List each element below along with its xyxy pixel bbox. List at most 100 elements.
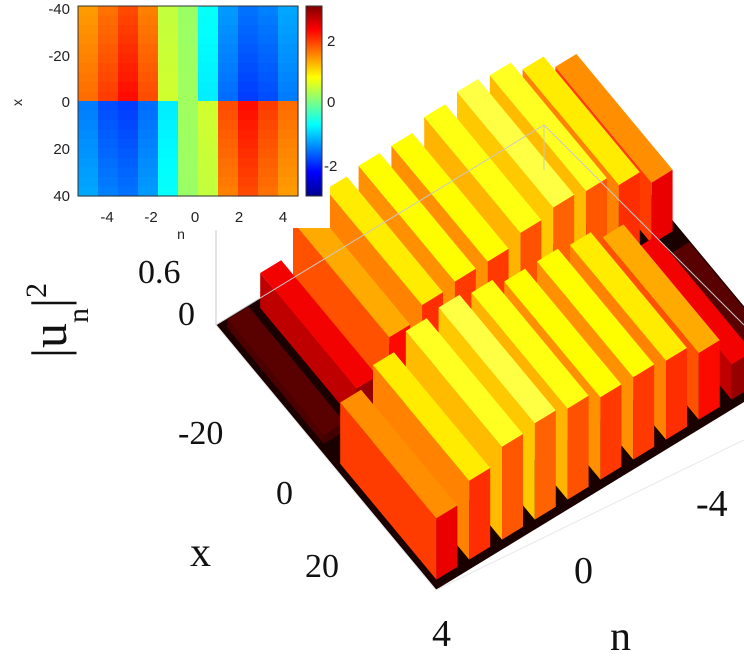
ridge-side: [260, 273, 357, 424]
surface-box: [215, 124, 744, 591]
x-tick-label: -4: [696, 483, 728, 525]
heatmap-cell: [238, 91, 259, 102]
inset-x-tick: -2: [144, 209, 157, 226]
inset-x-tick: 2: [235, 209, 243, 226]
heatmap-cell: [138, 158, 159, 169]
heatmap-cell: [198, 6, 219, 17]
heatmap-cell: [78, 158, 99, 169]
heatmap-cell: [178, 6, 199, 17]
heatmap-cell: [178, 148, 199, 159]
heatmap-cell: [278, 186, 299, 197]
heatmap-cell: [218, 177, 239, 188]
heatmap-cell: [238, 6, 259, 17]
heatmap-cell: [138, 63, 159, 74]
heatmap-cell: [278, 72, 299, 83]
heatmap-cell: [138, 186, 159, 197]
ridge-top: [325, 176, 443, 306]
heatmap-cell: [178, 91, 199, 102]
heatmap-cell: [78, 53, 99, 64]
heatmap-cell: [98, 129, 119, 140]
heatmap-cell: [178, 53, 199, 64]
heatmap-cell: [78, 72, 99, 83]
heatmap-cell: [118, 34, 139, 45]
inset-y-tick: -20: [48, 48, 70, 65]
heatmap-cell: [218, 186, 239, 197]
heatmap-cell: [118, 63, 139, 74]
heatmap-cell: [158, 82, 179, 93]
heatmap-cell: [198, 53, 219, 64]
ridge-top: [373, 352, 491, 481]
x-tick-label: 4: [432, 613, 451, 655]
surface-plot: 0.6 0 |un|2 -20 0 20 x 4 0 -4 n: [20, 54, 744, 659]
heatmap-cell: [258, 186, 279, 197]
heatmap-cell: [258, 120, 279, 131]
heatmap-cell: [178, 139, 199, 150]
heatmap-cell: [218, 139, 239, 150]
heatmap-cell: [238, 53, 259, 64]
heatmap-cell: [198, 44, 219, 55]
heatmap-cell: [218, 6, 239, 17]
heatmap-cell: [78, 167, 99, 178]
heatmap-cell: [198, 129, 219, 140]
heatmap-cell: [218, 101, 239, 112]
ridge-side: [227, 319, 324, 444]
heatmap-cell: [218, 53, 239, 64]
heatmap-cell: [178, 63, 199, 74]
ridge-top: [424, 104, 542, 233]
heatmap-cell: [118, 120, 139, 131]
ridge-top: [293, 208, 411, 338]
heatmap-cell: [238, 148, 259, 159]
ridge-top: [227, 306, 345, 436]
colorbar-tick: 0: [327, 94, 335, 111]
heatmap-cell: [118, 139, 139, 150]
heatmap-cell: [278, 6, 299, 17]
heatmap-cell: [278, 63, 299, 74]
heatmap-cell: [98, 63, 119, 74]
heatmap-cell: [158, 44, 179, 55]
heatmap-cell: [138, 34, 159, 45]
inset-x-tick: -4: [100, 209, 113, 226]
z-tick-label: 0.6: [138, 254, 181, 291]
heatmap-cell: [218, 129, 239, 140]
heatmap-cell: [198, 148, 219, 159]
heatmap-cell: [158, 25, 179, 36]
heatmap-cell: [138, 167, 159, 178]
heatmap-cell: [258, 53, 279, 64]
heatmap-cell: [98, 53, 119, 64]
inset-y-tick: 0: [62, 94, 70, 111]
heatmap-cell: [178, 101, 199, 112]
heatmap-cell: [118, 186, 139, 197]
heatmap-cell: [158, 177, 179, 188]
ridge-side: [293, 221, 390, 404]
inset-x-axis-label: n: [177, 226, 185, 242]
x-axis-label: n: [610, 614, 631, 659]
ridge-top: [635, 235, 744, 365]
heatmap-cell: [118, 44, 139, 55]
heatmap-cell: [178, 34, 199, 45]
heatmap-cell: [138, 120, 159, 131]
heatmap-cell: [158, 139, 179, 150]
heatmap-cell: [138, 72, 159, 83]
heatmap-cell: [278, 15, 299, 26]
heatmap-cell: [98, 15, 119, 26]
heatmap-cell: [138, 82, 159, 93]
heatmap-cell: [78, 34, 99, 45]
heatmap-cell: [178, 129, 199, 140]
heatmap-cell: [198, 167, 219, 178]
heatmap-cell: [258, 72, 279, 83]
heatmap-cell: [198, 63, 219, 74]
ridge-top: [438, 294, 556, 424]
heatmap-cell: [118, 177, 139, 188]
heatmap-cell: [238, 25, 259, 36]
heatmap-cell: [138, 91, 159, 102]
heatmap-cell: [218, 15, 239, 26]
heatmap-cell: [78, 101, 99, 112]
heatmap-cell: [118, 158, 139, 169]
ridge-top: [405, 318, 523, 447]
heatmap-cell: [198, 158, 219, 169]
heatmap-cell: [278, 82, 299, 93]
heatmap-cell: [178, 44, 199, 55]
heatmap-cell: [138, 53, 159, 64]
heatmap-cell: [238, 34, 259, 45]
